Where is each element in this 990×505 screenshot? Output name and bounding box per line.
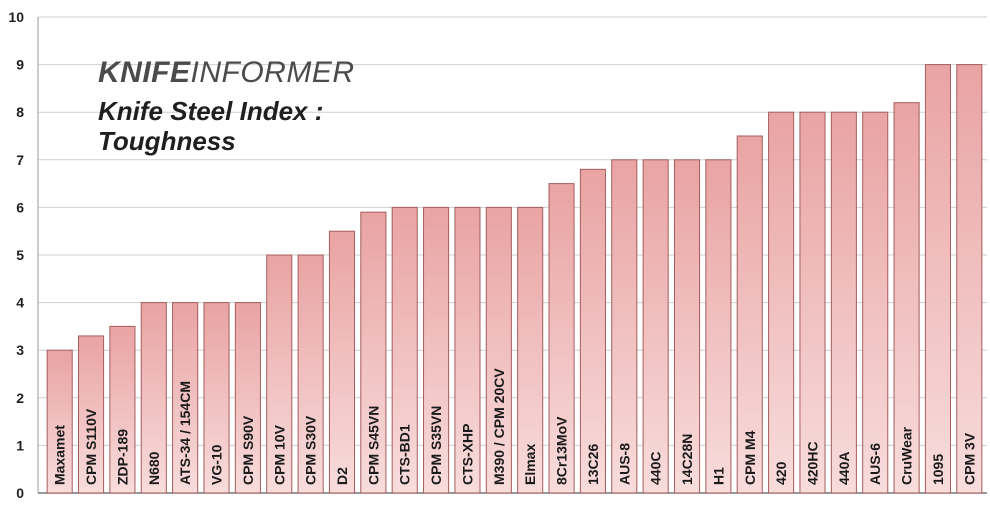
bar-label: CPM S30V xyxy=(303,415,319,485)
bar-label: ATS-34 / 154CM xyxy=(177,381,193,485)
bar-label: CPM 10V xyxy=(271,424,287,485)
bar-label: CPM 3V xyxy=(961,432,977,485)
y-tick-label: 10 xyxy=(8,9,24,25)
bar-label: CPM M4 xyxy=(742,430,758,485)
bar-label: Maxamet xyxy=(52,425,68,485)
bar-zdp-189 xyxy=(109,325,136,494)
bar-label: CPM S45VN xyxy=(365,406,381,485)
bar-label: CruWear xyxy=(899,426,915,485)
bar-440a xyxy=(830,111,857,494)
brand-logo: KNIFEINFORMER xyxy=(98,56,355,90)
bar-n680 xyxy=(140,302,167,494)
bar-label: 440A xyxy=(836,452,852,485)
bar-cpm-3v xyxy=(956,64,983,494)
bar-cts-bd1 xyxy=(391,206,418,494)
bar-label: CPM S110V xyxy=(83,408,99,485)
y-axis-ticks: 0 1 2 3 4 5 6 7 8 9 10 xyxy=(8,9,24,501)
bar-14c28n xyxy=(673,159,701,494)
bar-elmax xyxy=(517,206,544,494)
bar-label: 440C xyxy=(648,452,664,485)
bar-cpm-m4 xyxy=(736,135,763,494)
bar-vg-10 xyxy=(203,302,230,494)
bar-label: CPM S35VN xyxy=(428,406,444,485)
bar-cpm-10v xyxy=(266,254,293,494)
bar-13c26 xyxy=(579,168,606,494)
bar-label: 13C26 xyxy=(585,444,601,485)
bar-label: D2 xyxy=(334,467,350,485)
bar-cpm-s45vn xyxy=(360,211,387,494)
bar-1095 xyxy=(924,64,951,494)
bar-label: M390 / CPM 20CV xyxy=(491,368,507,485)
bar-label: Elmax xyxy=(522,444,538,485)
chart-title: Knife Steel Index : Toughness xyxy=(98,96,324,156)
brand-logo-light: INFORMER xyxy=(190,56,355,89)
bar-label: AUS-8 xyxy=(616,443,632,485)
bar-cpm-s110v xyxy=(78,335,105,494)
y-tick-label: 3 xyxy=(16,342,24,358)
bar-cpm-s90v xyxy=(234,302,261,494)
bar-label: 1095 xyxy=(930,454,946,485)
bar-label: N680 xyxy=(146,451,162,485)
bar-aus-8 xyxy=(611,159,638,494)
bar-label: 420 xyxy=(773,461,789,485)
bar-label: ZDP-189 xyxy=(114,429,130,485)
bar-label: 420HC xyxy=(804,441,820,485)
bar-label: VG-10 xyxy=(209,444,225,485)
y-tick-label: 2 xyxy=(16,390,24,406)
bar-ats-34-154cm xyxy=(172,302,199,494)
bar-labels: Maxamet CPM S110V ZDP-189 N680 ATS-34 / 154C… xyxy=(52,368,978,485)
y-tick-label: 4 xyxy=(16,295,24,311)
bar-aus-6 xyxy=(862,111,889,494)
bar-cpm-s30v xyxy=(297,254,324,494)
bar-8cr13mov xyxy=(548,183,575,494)
bar-420 xyxy=(768,111,795,494)
y-tick-label: 5 xyxy=(16,247,24,263)
bar-label: AUS-6 xyxy=(867,443,883,485)
bar-label: CTS-XHP xyxy=(459,424,475,485)
y-tick-label: 8 xyxy=(16,104,24,120)
bar-label: CPM S90V xyxy=(240,415,256,485)
y-tick-label: 1 xyxy=(16,437,24,453)
y-tick-label: 9 xyxy=(16,57,24,73)
bar-maxamet xyxy=(46,349,73,494)
bar-cts-xhp xyxy=(454,206,481,494)
y-tick-label: 7 xyxy=(16,152,24,168)
bar-d2 xyxy=(328,230,356,494)
brand-logo-bold: KNIFE xyxy=(98,56,191,89)
bar-420hc xyxy=(799,111,826,494)
y-tick-label: 0 xyxy=(16,485,24,501)
bar-label: CTS-BD1 xyxy=(397,424,413,485)
bar-m390-cpm-20cv xyxy=(485,206,512,494)
bar-label: 14C28N xyxy=(679,434,695,485)
bar-cruwear xyxy=(893,102,920,494)
bar-cpm-s35vn xyxy=(423,206,450,494)
bar-h1 xyxy=(705,159,732,494)
bar-440c xyxy=(642,159,669,494)
bar-label: 8Cr13MoV xyxy=(554,416,570,485)
y-tick-label: 6 xyxy=(16,199,24,215)
bars xyxy=(46,64,983,494)
bar-label: H1 xyxy=(710,467,726,485)
